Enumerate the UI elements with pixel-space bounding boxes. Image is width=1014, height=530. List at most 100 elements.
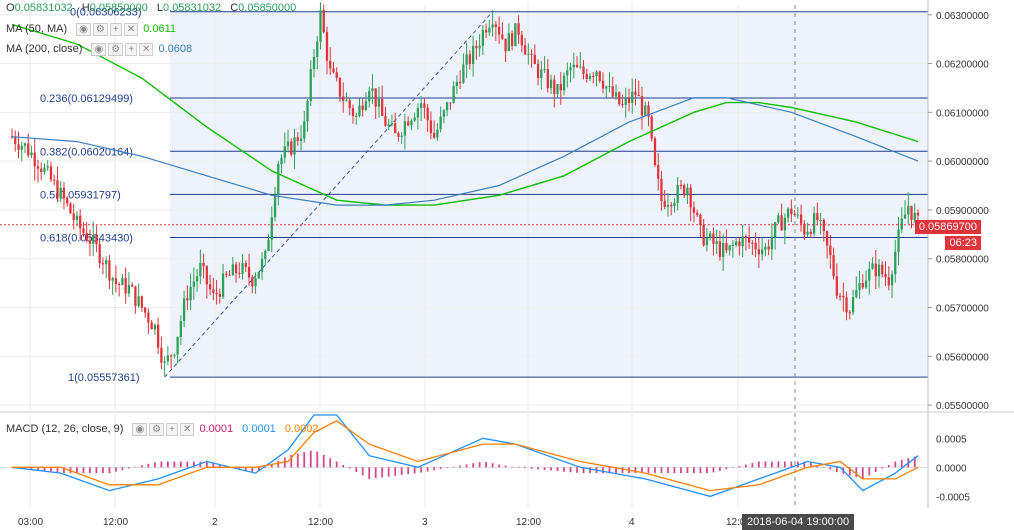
candle [23, 143, 27, 146]
candle [728, 245, 731, 251]
eye-icon[interactable]: ◉ [91, 43, 107, 56]
candle [530, 53, 533, 55]
candle [572, 64, 575, 68]
candle [890, 274, 894, 286]
ma50-legend[interactable]: MA (50, MA) ◉ ⚙ + ✕ 0.0611 [6, 23, 182, 36]
macd-hist-bar [822, 467, 825, 468]
ma50-line [11, 23, 919, 206]
macd-hist-bar [855, 467, 858, 478]
fib-label: 0.382(0.06020164) [40, 146, 133, 158]
macd-hist-bar [50, 467, 52, 472]
candle [400, 135, 403, 137]
candle [754, 242, 757, 250]
macd-hist-bar [24, 467, 26, 469]
price-tick-label: 0.06200000 [936, 60, 989, 71]
candle [735, 241, 738, 245]
close-icon[interactable]: ✕ [179, 423, 195, 436]
settings-icon[interactable]: ⚙ [149, 423, 165, 436]
add-icon[interactable]: + [109, 23, 122, 36]
candle [202, 262, 205, 267]
candle [812, 213, 816, 234]
macd-hist-bar [140, 465, 143, 468]
candle [637, 94, 640, 97]
eye-icon[interactable]: ◉ [76, 23, 91, 36]
candle [153, 324, 157, 330]
ohlc-open: O0.05831032 [6, 2, 73, 14]
candle [329, 60, 332, 69]
candle [640, 96, 644, 116]
close-icon[interactable]: ✕ [139, 43, 154, 56]
fib-label: 0(0.06306233) [70, 7, 142, 19]
macd-hist-bar [413, 467, 416, 474]
candle [605, 86, 608, 89]
close-icon[interactable]: ✕ [123, 23, 139, 36]
macd-hist-bar [686, 467, 689, 474]
macd-hist-bar [680, 467, 682, 474]
macd-hist-bar [316, 451, 319, 468]
candle [579, 66, 582, 68]
candle [786, 208, 790, 218]
candle [351, 108, 355, 117]
candle [27, 143, 30, 156]
macd-hist-bar [874, 467, 877, 472]
candle [595, 71, 598, 77]
macd-hist-bar [556, 467, 559, 472]
time-tick-label: 03:00 [18, 517, 43, 528]
candle [575, 64, 579, 68]
macd-hist-bar [550, 467, 552, 471]
candle [33, 152, 36, 167]
candle [624, 98, 627, 105]
candle [842, 295, 845, 298]
candle [673, 202, 676, 207]
candle [517, 23, 520, 35]
candle [748, 237, 751, 243]
candle [260, 258, 264, 272]
macd-hist-bar [712, 467, 715, 473]
candle [731, 244, 735, 246]
macd-hist-bar [342, 464, 345, 468]
macd-hist-bar [770, 461, 773, 468]
candle [903, 214, 907, 219]
candle [56, 180, 59, 199]
macd-hist-bar [589, 467, 591, 474]
candle [316, 41, 319, 58]
candle [43, 167, 46, 173]
macd-tick-label: 0.0000 [936, 463, 967, 474]
last-price-badge: 0.05869700 [914, 220, 981, 234]
candle [439, 116, 442, 130]
candle [225, 273, 228, 275]
macd-hist-bar [881, 467, 884, 469]
add-icon[interactable]: + [166, 423, 178, 436]
eye-icon[interactable]: ◉ [132, 423, 148, 436]
macd-hist-bar [277, 460, 280, 468]
macd-legend[interactable]: MACD (12, 26, close, 9) ◉ ⚙ + ✕ 0.0001 0.00… [6, 423, 325, 436]
ma200-legend[interactable]: MA (200, close) ◉ ⚙ + ✕ 0.0608 [6, 43, 198, 56]
macd-hist-value: 0.0001 [199, 423, 234, 435]
candle [53, 179, 56, 181]
candle [270, 217, 273, 240]
candle [176, 336, 179, 355]
candle [611, 86, 614, 97]
candle [228, 274, 231, 276]
macd-hist-bar [400, 467, 403, 476]
macd-hist-bar [264, 467, 267, 468]
candle [118, 283, 121, 285]
macd-signal-value: 0.0002 [284, 423, 319, 435]
candle [702, 225, 705, 246]
candle [322, 10, 325, 33]
price-tick-label: 0.05500000 [936, 401, 989, 412]
candle [332, 68, 335, 73]
macd-hist-bar [102, 467, 104, 474]
candle [514, 23, 517, 47]
candle [371, 88, 374, 92]
candle [657, 165, 660, 179]
candle [134, 286, 137, 306]
candle [163, 361, 166, 363]
candle [465, 54, 468, 65]
add-icon[interactable]: + [125, 43, 138, 56]
macd-hist-bar [329, 458, 332, 468]
settings-icon[interactable]: ⚙ [108, 43, 124, 56]
candle [189, 286, 192, 301]
settings-icon[interactable]: ⚙ [92, 23, 108, 36]
